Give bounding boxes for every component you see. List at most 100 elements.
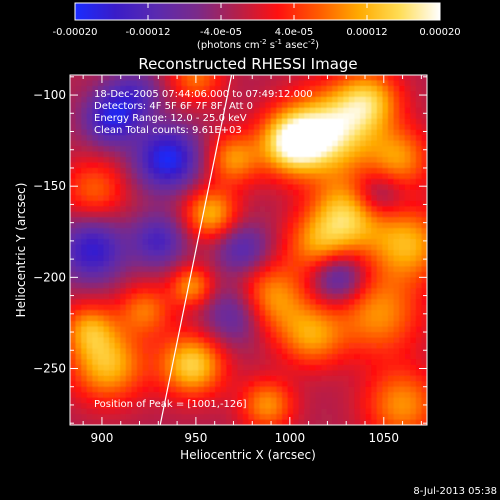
heatmap-cell	[220, 375, 227, 382]
heatmap-cell	[220, 233, 227, 240]
heatmap-cell	[175, 113, 183, 120]
heatmap-cell	[175, 255, 183, 262]
heatmap-cell	[114, 337, 121, 344]
heatmap-cell	[304, 244, 311, 251]
heatmap-cell	[215, 102, 222, 109]
heatmap-cell	[348, 310, 356, 317]
heatmap-cell	[298, 195, 305, 202]
heatmap-cell	[382, 321, 389, 328]
heatmap-cell	[343, 217, 350, 224]
heatmap-cell	[259, 282, 266, 289]
heatmap-cell	[393, 244, 400, 251]
heatmap-cell	[187, 184, 194, 191]
heatmap-cell	[415, 266, 423, 273]
heatmap-cell	[254, 151, 261, 158]
heatmap-cell	[410, 217, 417, 224]
heatmap-cell	[142, 403, 149, 410]
heatmap-cell	[203, 255, 211, 262]
heatmap-cell	[337, 85, 344, 93]
heatmap-cell	[371, 222, 378, 229]
heatmap-cell	[259, 359, 266, 366]
heatmap-cell	[309, 162, 317, 169]
heatmap-cell	[304, 184, 311, 191]
heatmap-cell	[159, 348, 166, 355]
heatmap-cell	[120, 342, 127, 350]
heatmap-cell	[354, 80, 361, 87]
heatmap-cell	[376, 288, 383, 295]
heatmap-cell	[136, 381, 144, 388]
heatmap-cell	[159, 85, 166, 93]
heatmap-cell	[86, 408, 93, 415]
heatmap-cell	[114, 266, 121, 273]
heatmap-cell	[360, 266, 367, 273]
heatmap-cell	[371, 403, 378, 410]
heatmap-cell	[382, 332, 389, 339]
heatmap-cell	[159, 321, 166, 328]
heatmap-cell	[159, 107, 166, 114]
heatmap-cell	[337, 381, 344, 388]
heatmap-cell	[153, 266, 160, 273]
heatmap-cell	[170, 408, 177, 415]
heatmap-cell	[187, 135, 194, 142]
heatmap-cell	[259, 206, 266, 213]
heatmap-cell	[421, 129, 427, 136]
heatmap-cell	[103, 359, 110, 366]
heatmap-cell	[387, 332, 395, 339]
heatmap-cell	[170, 293, 177, 300]
heatmap-cell	[348, 173, 356, 180]
heatmap-cell	[181, 80, 188, 87]
heatmap-cell	[125, 113, 132, 120]
heatmap-cell	[387, 189, 395, 196]
heatmap-cell	[198, 353, 205, 360]
heatmap-cell	[131, 408, 138, 415]
heatmap-cell	[410, 315, 417, 322]
heatmap-cell	[75, 228, 82, 235]
heatmap-cell	[354, 228, 361, 235]
heatmap-cell	[376, 364, 383, 371]
heatmap-cell	[281, 370, 289, 377]
heatmap-cell	[226, 255, 233, 262]
colorbar-tick-label: 0.00020	[419, 27, 460, 38]
heatmap-cell	[159, 173, 166, 180]
heatmap-cell	[142, 348, 149, 355]
heatmap-cell	[75, 271, 82, 278]
heatmap-cell	[293, 102, 300, 109]
heatmap-cell	[198, 359, 205, 366]
heatmap-cell	[92, 310, 99, 317]
heatmap-cell	[170, 266, 177, 273]
heatmap-cell	[136, 200, 144, 207]
heatmap-cell	[326, 321, 333, 328]
heatmap-cell	[337, 375, 344, 382]
heatmap-cell	[387, 419, 395, 425]
heatmap-cell	[376, 304, 383, 311]
heatmap-cell	[348, 381, 356, 388]
heatmap-cell	[142, 80, 149, 87]
heatmap-cell	[254, 124, 261, 131]
heatmap-cell	[203, 233, 211, 240]
heatmap-cell	[159, 255, 166, 262]
heatmap-cell	[148, 146, 155, 153]
heatmap-cell	[159, 118, 166, 125]
heatmap-cell	[393, 326, 400, 333]
heatmap-cell	[187, 397, 194, 404]
heatmap-cell	[226, 124, 233, 131]
heatmap-cell	[321, 200, 328, 207]
heatmap-cell	[226, 118, 233, 125]
heatmap-cell	[371, 271, 378, 278]
heatmap-cell	[382, 392, 389, 399]
heatmap-cell	[92, 107, 99, 114]
heatmap-cell	[321, 315, 328, 322]
heatmap-cell	[315, 129, 322, 136]
heatmap-cell	[148, 392, 155, 399]
heatmap-cell	[259, 408, 266, 415]
heatmap-cell	[237, 184, 244, 191]
heatmap-cell	[415, 342, 423, 350]
heatmap-cell	[153, 157, 160, 164]
heatmap-cell	[382, 359, 389, 366]
heatmap-cell	[142, 146, 149, 153]
heatmap-cell	[70, 364, 77, 371]
heatmap-cell	[203, 321, 211, 328]
heatmap-cell	[276, 326, 283, 333]
heatmap-cell	[203, 184, 211, 191]
heatmap-cell	[332, 173, 339, 180]
